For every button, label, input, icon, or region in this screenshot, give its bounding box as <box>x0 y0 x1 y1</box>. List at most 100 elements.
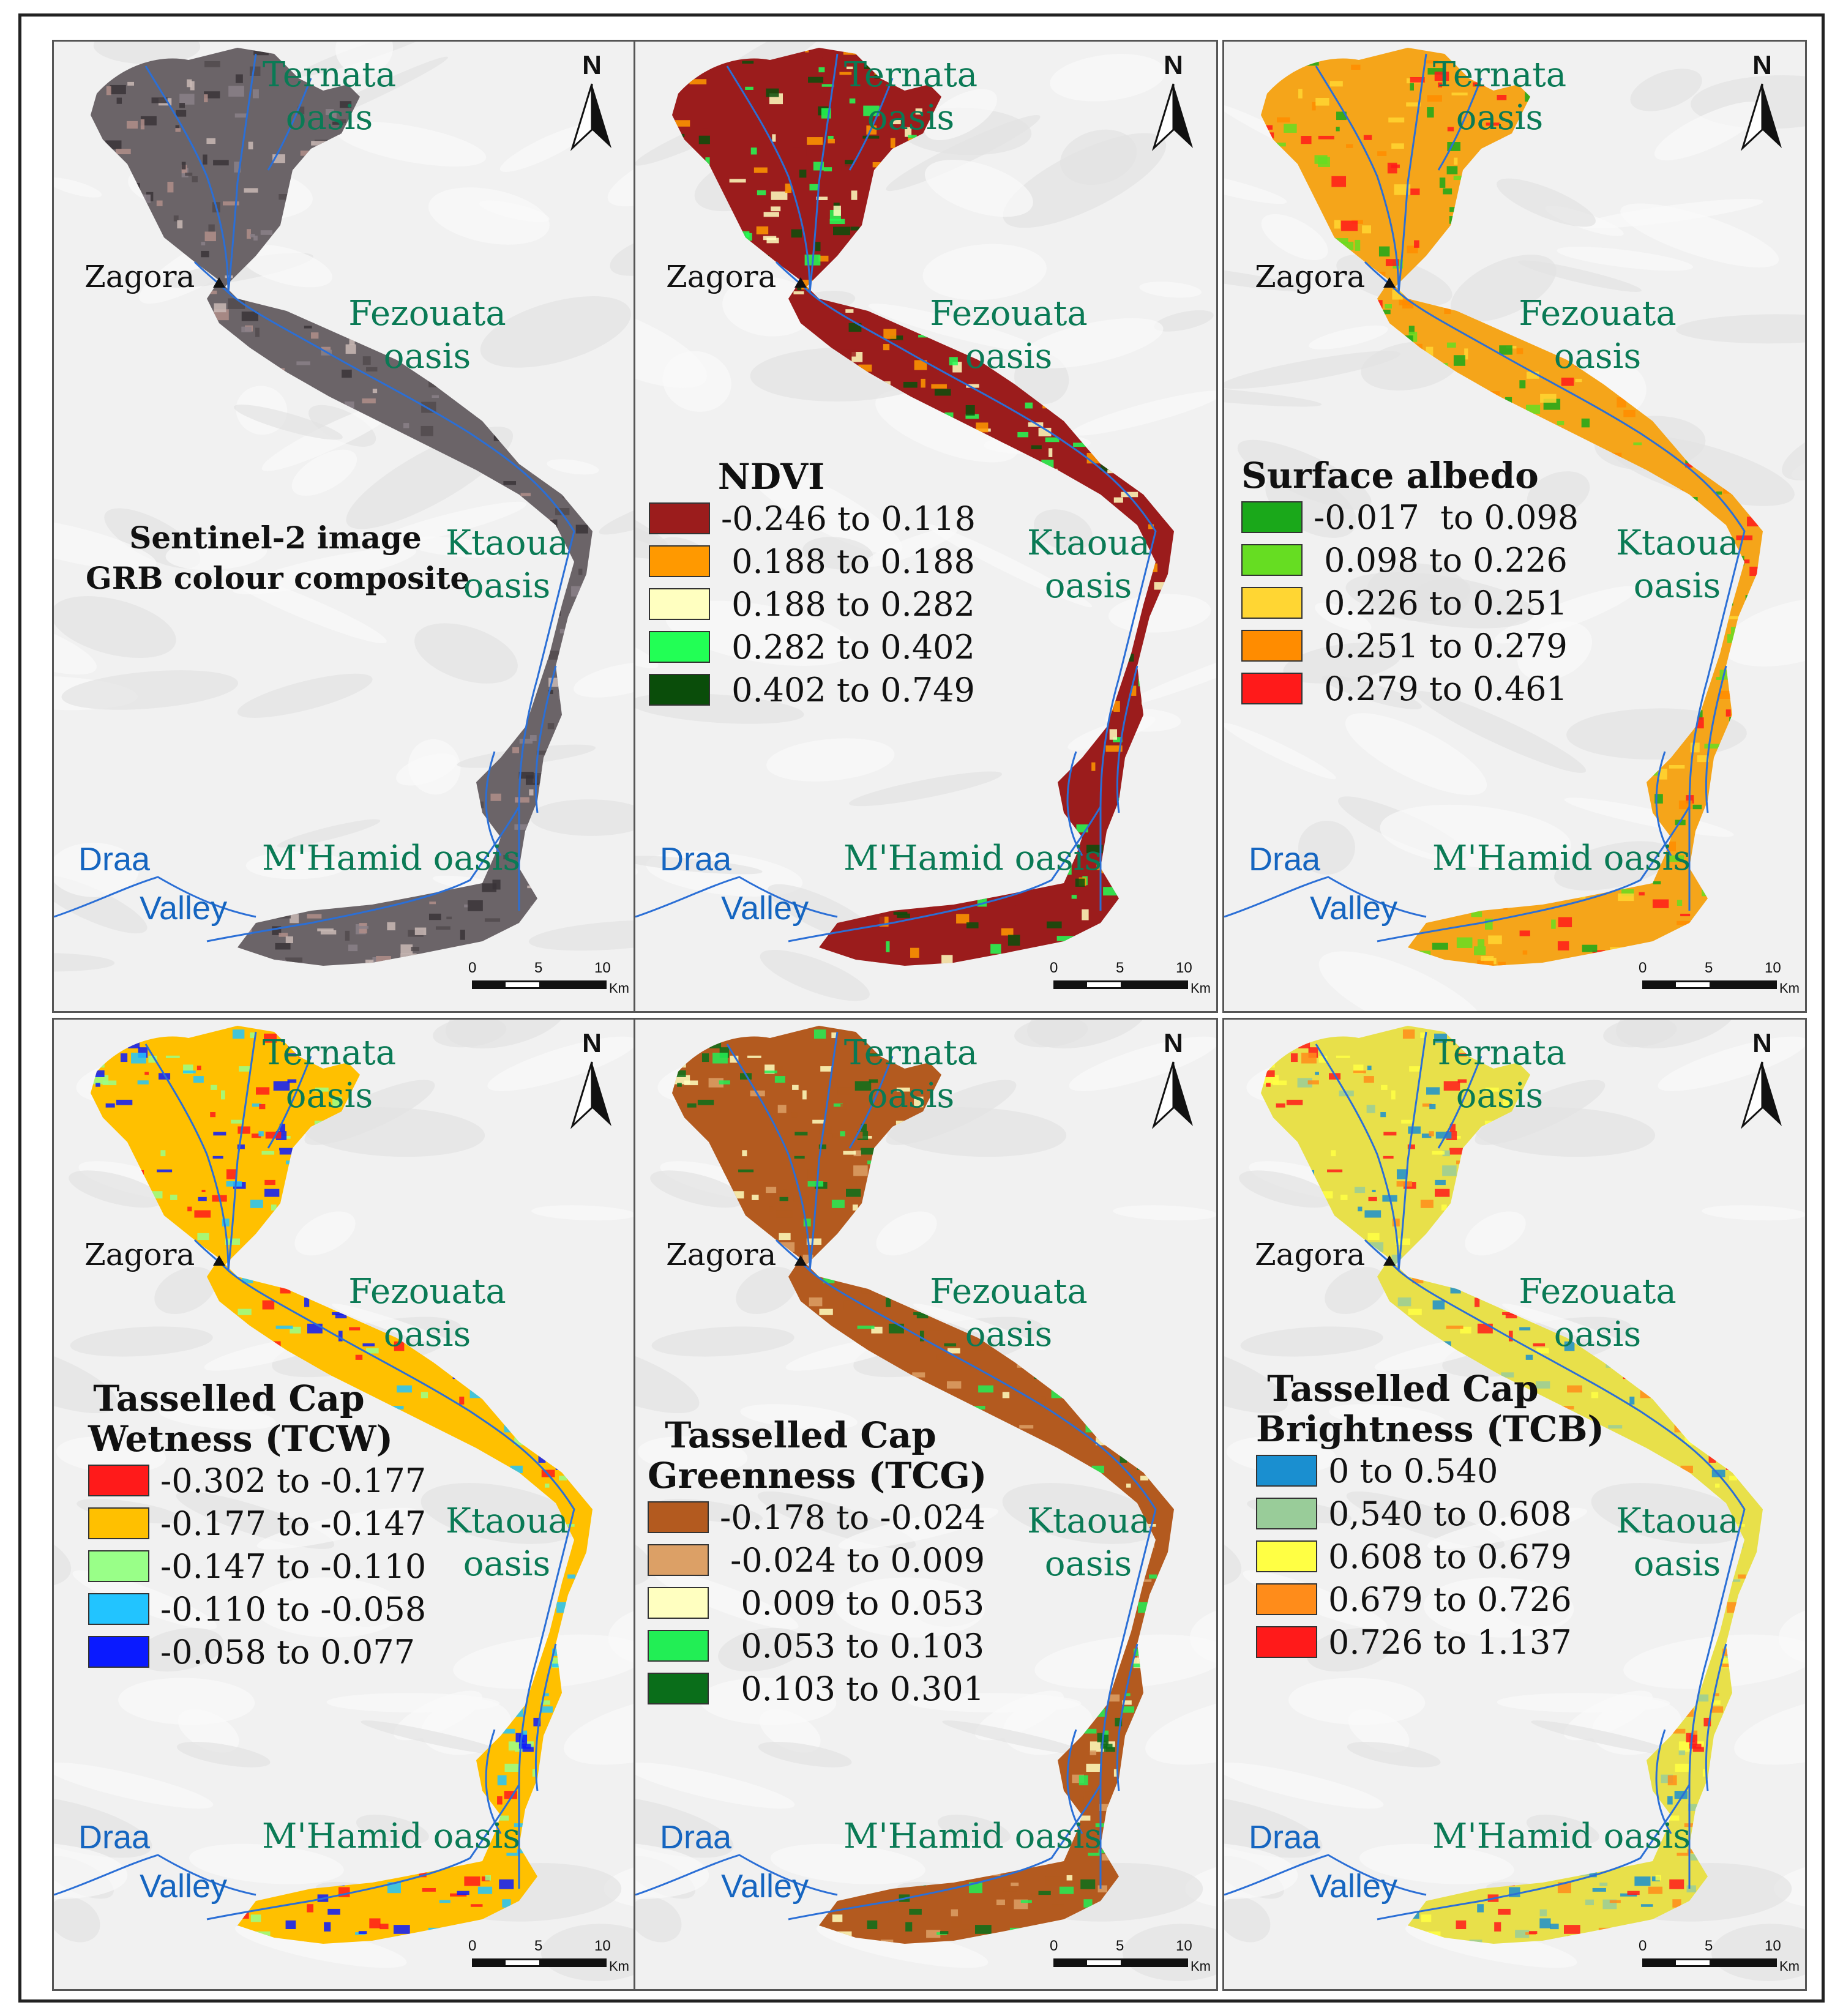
river-line <box>206 806 520 943</box>
river-line <box>485 1729 502 1834</box>
scale-unit: Km <box>1779 980 1800 996</box>
legend-item: -0.017 to 0.098 <box>1241 496 1579 539</box>
legend-label: -0.147 to -0.110 <box>160 1547 427 1586</box>
legend-label: -0.024 to 0.009 <box>720 1540 985 1580</box>
place-label-fezouata: Fezouata oasis <box>1519 1272 1677 1354</box>
river-network <box>54 53 575 943</box>
legend-label: 0.009 to 0.053 <box>720 1583 985 1622</box>
zagora-marker-icon <box>1383 277 1396 288</box>
scale-bar: 0 5 10 Km <box>1050 1938 1211 1981</box>
place-label-ktaoua: Ktaoua oasis <box>1027 523 1150 606</box>
legend-swatch <box>88 1593 149 1625</box>
legend-item: 0.726 to 1.137 <box>1256 1621 1572 1663</box>
map-canvas <box>1224 1020 1805 1981</box>
valley-raster <box>91 48 593 966</box>
place-label-mhamid: M'Hamid oasis <box>262 1816 521 1856</box>
north-arrow-icon: N <box>567 50 616 160</box>
legend-swatch <box>1241 544 1303 576</box>
legend-label: -0.058 to 0.077 <box>160 1632 415 1671</box>
legend-label: 0.103 to 0.301 <box>720 1669 985 1708</box>
river-line <box>775 1239 811 1272</box>
place-label-valley: Valley <box>1310 890 1398 927</box>
scale-unit: Km <box>1779 1958 1800 1974</box>
scale-tick-5: 5 <box>1116 960 1124 976</box>
north-label: N <box>1752 1028 1772 1058</box>
zagora-marker-icon <box>794 1255 807 1266</box>
north-arrow-icon: N <box>1149 50 1198 160</box>
place-label-draa: Draa <box>78 1819 151 1856</box>
place-label-mhamid: M'Hamid oasis <box>843 1816 1102 1856</box>
legend-swatch <box>649 674 710 706</box>
map-canvas <box>635 1020 1216 1981</box>
river-line <box>775 261 811 294</box>
legend-albedo: Surface albedo -0.017 to 0.098 0.098 to … <box>1241 455 1579 710</box>
zagora-marker-icon <box>794 277 807 288</box>
legend-item: 0.226 to 0.251 <box>1241 581 1579 624</box>
place-label-mhamid: M'Hamid oasis <box>843 838 1102 878</box>
place-label-zagora: Zagora <box>1255 1237 1366 1272</box>
north-arrow-icon: N <box>1149 1028 1198 1138</box>
place-label-valley: Valley <box>1310 1868 1398 1905</box>
map-canvas <box>1224 48 1805 1011</box>
river-line <box>267 78 312 171</box>
place-label-zagora: Zagora <box>666 259 777 294</box>
legend-swatch <box>1256 1626 1317 1658</box>
place-label-ktaoua: Ktaoua oasis <box>1616 523 1739 606</box>
place-label-draa: Draa <box>1249 841 1321 878</box>
legend-rows: -0.178 to -0.024 -0.024 to 0.009 0.009 t… <box>648 1496 985 1710</box>
legend-item: -0.024 to 0.009 <box>648 1539 985 1581</box>
place-label-fezouata: Fezouata oasis <box>930 294 1088 376</box>
river-line <box>809 1031 839 1271</box>
scale-tick-5: 5 <box>1116 1938 1124 1954</box>
north-label: N <box>1752 50 1772 80</box>
scale-bar: 0 5 10 Km <box>1050 960 1211 1002</box>
river-line <box>206 1784 520 1921</box>
scale-unit: Km <box>609 980 629 996</box>
hillshade-background <box>635 1020 1216 1981</box>
valley-raster <box>672 48 1174 966</box>
scale-tick-10: 10 <box>1176 960 1192 976</box>
north-label: N <box>1164 50 1183 80</box>
scale-tick-0: 0 <box>1639 1938 1647 1954</box>
legend-label: 0.279 to 0.461 <box>1314 669 1568 708</box>
place-label-mhamid: M'Hamid oasis <box>1432 1816 1691 1856</box>
legend-label: 0.098 to 0.226 <box>1314 540 1568 580</box>
legend-item: 0.103 to 0.301 <box>648 1667 985 1710</box>
hillshade-background <box>1224 1020 1805 1981</box>
legend-swatch <box>1256 1583 1317 1615</box>
scale-tick-10: 10 <box>1176 1938 1192 1954</box>
scale-tick-0: 0 <box>468 1938 477 1954</box>
legend-swatch <box>1241 673 1303 704</box>
legend-label: -0.110 to -0.058 <box>160 1589 427 1629</box>
scale-unit: Km <box>1191 1958 1211 1974</box>
legend-rows: -0.302 to -0.177 -0.177 to -0.147 -0.147 t… <box>88 1459 426 1673</box>
river-line <box>534 1643 557 1791</box>
legend-swatch <box>648 1501 709 1533</box>
legend-item: 0.402 to 0.749 <box>649 668 976 711</box>
legend-title: Tasselled Cap Brightness (TCB) <box>1256 1368 1604 1450</box>
legend-swatch <box>88 1507 149 1539</box>
legend-label: 0.402 to 0.749 <box>721 670 975 709</box>
valley-raster <box>1261 48 1763 966</box>
legend-label: 0.226 to 0.251 <box>1314 583 1568 622</box>
map-canvas <box>54 42 635 972</box>
legend-tcg: Tasselled Cap Greenness (TCG) -0.178 to … <box>648 1415 987 1710</box>
legend-item: 0.053 to 0.103 <box>648 1624 985 1667</box>
legend-swatch <box>648 1544 709 1576</box>
draa-river-line <box>1224 876 1427 918</box>
scale-tick-10: 10 <box>1765 1938 1781 1954</box>
north-label: N <box>582 1028 602 1058</box>
legend-swatch <box>648 1673 709 1704</box>
river-line <box>1116 1643 1138 1791</box>
legend-item: -0.246 to 0.118 <box>649 497 976 540</box>
legend-item: 0.279 to 0.461 <box>1241 667 1579 710</box>
draa-river-line <box>54 876 256 918</box>
river-line <box>1705 665 1727 813</box>
scale-tick-10: 10 <box>594 960 611 976</box>
legend-swatch <box>649 502 710 534</box>
panel-tcw: Tasselled Cap Wetness (TCW) -0.302 to -0… <box>52 1018 637 1991</box>
place-label-ternata: Ternata oasis <box>843 1033 978 1116</box>
valley-raster <box>1261 1026 1763 1944</box>
river-line <box>1437 1056 1482 1149</box>
legend-label: -0.302 to -0.177 <box>160 1461 427 1500</box>
